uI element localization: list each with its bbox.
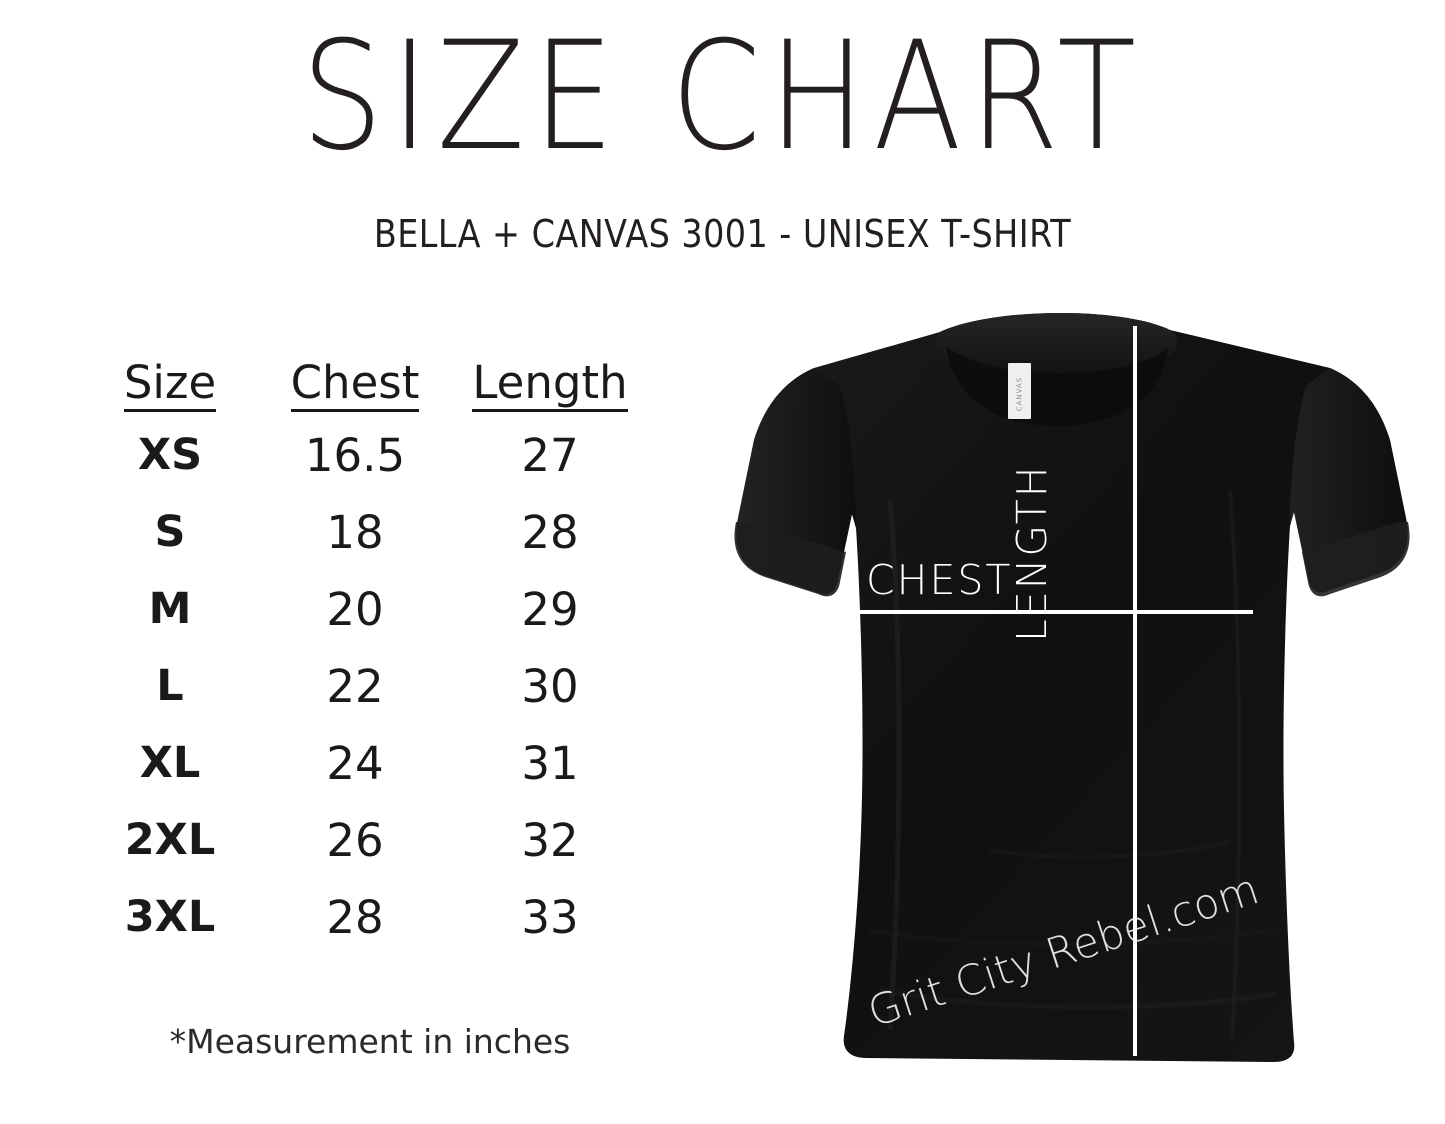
table-row: XL 24 31	[80, 725, 660, 802]
column-header-chest: Chest	[260, 360, 450, 412]
cell-chest: 22	[326, 660, 384, 713]
cell-chest: 28	[326, 891, 384, 944]
cell-size: 2XL	[124, 815, 216, 865]
cell-length: 31	[521, 737, 579, 790]
cell-chest: 26	[326, 814, 384, 867]
tshirt-right-cuff	[1302, 522, 1410, 597]
table-row: M 20 29	[80, 571, 660, 648]
chest-measurement-line	[818, 610, 1253, 614]
table-header-row: Size Chest Length	[80, 355, 660, 417]
cell-length: 32	[521, 814, 579, 867]
cell-size: XS	[137, 430, 203, 480]
cell-length: 30	[521, 660, 579, 713]
length-measurement-label: LENGTH	[1008, 464, 1056, 642]
page-title: SIZE CHART	[301, 10, 1144, 184]
tshirt-left-cuff	[734, 522, 846, 597]
length-measurement-line	[1133, 326, 1137, 1056]
cell-length: 27	[521, 429, 579, 482]
cell-length: 28	[521, 506, 579, 559]
tshirt-collar	[935, 312, 1178, 380]
size-table: Size Chest Length XS 16.5 27 S 18 28 M 2…	[80, 355, 660, 956]
cell-chest: 20	[326, 583, 384, 636]
tshirt-body	[736, 312, 1408, 1063]
cell-chest: 24	[326, 737, 384, 790]
page-subtitle: BELLA + CANVAS 3001 - UNISEX T-SHIRT	[373, 212, 1072, 256]
chest-measurement-label: CHEST	[866, 556, 1013, 604]
tshirt-illustration	[734, 312, 1410, 1063]
column-header-length: Length	[450, 360, 650, 412]
tshirt-neck-opening	[946, 346, 1168, 426]
cell-size: M	[148, 584, 192, 634]
neck-tag-label: CANVAS	[1015, 376, 1024, 412]
cell-size: S	[154, 507, 186, 557]
table-row: 2XL 26 32	[80, 802, 660, 879]
cell-chest: 16.5	[304, 429, 406, 482]
cell-chest: 18	[326, 506, 384, 559]
tshirt-product-image: CANVAS CHEST LENGTH Grit City Rebel.com	[690, 290, 1445, 1090]
table-row: XS 16.5 27	[80, 417, 660, 494]
table-row: 3XL 28 33	[80, 879, 660, 956]
cell-size: L	[156, 661, 184, 711]
measurement-footnote: *Measurement in inches	[169, 1022, 571, 1061]
cell-length: 33	[521, 891, 579, 944]
column-header-size: Size	[80, 360, 260, 412]
cell-size: XL	[139, 738, 201, 788]
cell-size: 3XL	[124, 892, 216, 942]
canvas-neck-tag: CANVAS	[1008, 363, 1031, 419]
table-row: S 18 28	[80, 494, 660, 571]
cell-length: 29	[521, 583, 579, 636]
table-row: L 22 30	[80, 648, 660, 725]
